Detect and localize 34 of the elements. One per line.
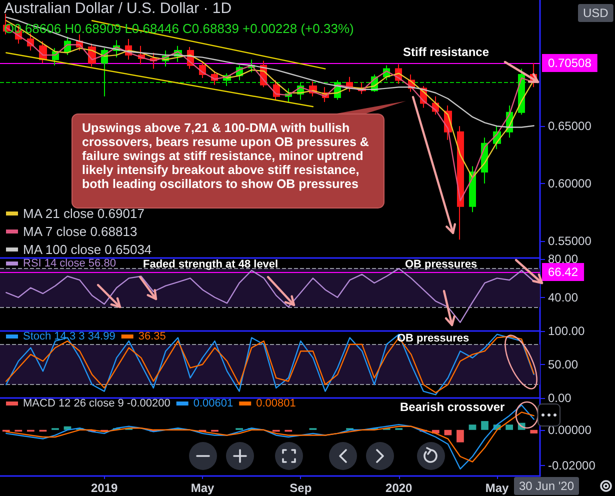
x-tick-label: Sep — [290, 481, 312, 495]
y-tick-label: 40.00 — [548, 290, 578, 304]
annotation: Bearish crossover — [400, 400, 506, 414]
legend-label: MA 7 close 0.68813 — [23, 224, 138, 239]
y-tick-label: 50.00 — [548, 358, 578, 372]
legend-label: MA 21 close 0.69017 — [23, 206, 144, 221]
legend-label: RSI 14 close 56.80 — [23, 258, 116, 270]
x-tick-label: 2019 — [90, 481, 118, 495]
legend-label: MA 100 close 0.65034 — [23, 242, 152, 257]
y-tick-label: 80.00 — [548, 252, 578, 266]
chart-title: Australian Dollar / U.S. Dollar · 1D — [4, 0, 232, 17]
y-tick-label: 0.65000 — [548, 119, 592, 134]
text: USD — [583, 6, 609, 20]
annotation: Stiff resistance — [403, 45, 490, 59]
legend-label: Stoch 14 3 3 34.99 — [23, 330, 116, 342]
legend-label: MACD 12 26 close 9 -0.00200 — [23, 398, 170, 410]
ref-line-label: 66.42 — [548, 265, 578, 280]
legend-label: 0.00601 — [193, 398, 234, 410]
y-tick-label: -0.02000 — [548, 458, 596, 472]
legend-label: 36.35 — [138, 330, 166, 342]
y-tick-label: 100.00 — [548, 324, 586, 338]
y-tick-label: 0.55000 — [548, 234, 592, 248]
x-tick-label: 2020 — [386, 481, 413, 495]
y-tick-label: 0.60000 — [548, 176, 592, 190]
y-tick-label: 0.00000 — [548, 422, 592, 437]
x-tick-label: May — [190, 481, 214, 495]
ref-line-label: 0.70508 — [548, 56, 592, 70]
annotation: Faded strength at 48 level — [143, 258, 278, 270]
legend-label: 0.00801 — [256, 398, 296, 410]
annotation: Upswings above 7,21 & 100-DMA with bullish crossovers, bears resume upon OB pressures & failure swings at stiff resistance, minor uptrend likely intensify breakout above stiff resistance, both leading oscillators to show OB pressures — [82, 121, 370, 191]
annotation: OB pressures — [405, 258, 478, 270]
x-tick-label: May — [485, 481, 510, 495]
text: 30 Jun '20 — [519, 479, 574, 493]
y-tick-label: 0.00 — [548, 391, 572, 405]
